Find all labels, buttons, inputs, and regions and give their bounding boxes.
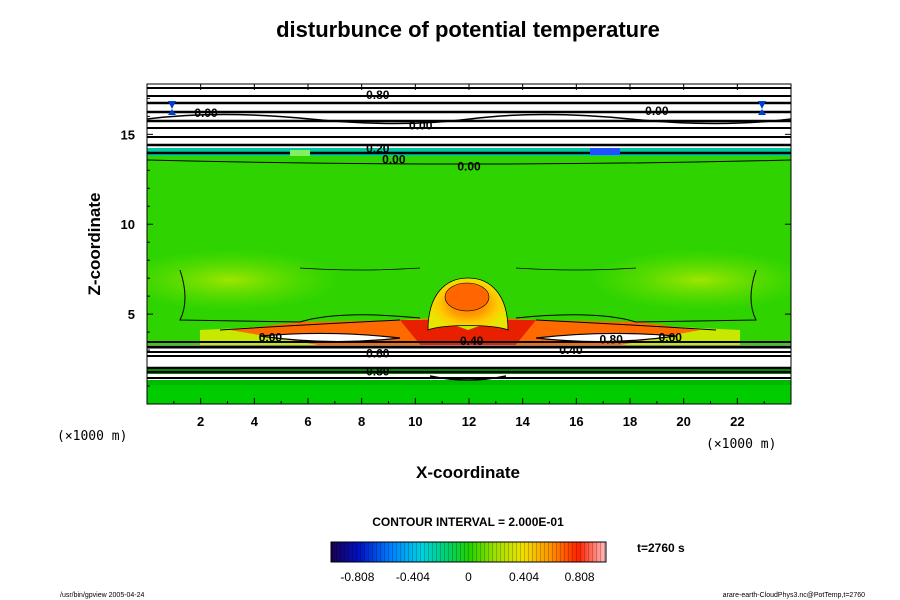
contour-label: 0.40 (460, 334, 484, 348)
colorbar-tick-label: 0.808 (565, 570, 595, 584)
y-tick-label: 10 (121, 217, 135, 232)
y-tick-label: 15 (121, 127, 135, 142)
contour-label: 0.00 (382, 153, 406, 167)
x-tick-label: 8 (358, 414, 365, 429)
x-tick-label: 16 (569, 414, 583, 429)
contour-label: 0.40 (559, 343, 583, 357)
chart-title: disturbunce of potential temperature (276, 17, 660, 42)
x-unit-right: (×1000 m) (706, 437, 776, 452)
contour-label: 0.80 (366, 365, 390, 379)
x-axis-label: X-coordinate (416, 463, 520, 482)
warm-region-right (590, 250, 791, 310)
x-axis-ticks: 2 4 6 8 10 12 14 16 18 20 22 (173, 84, 765, 429)
warm-region-left (147, 250, 340, 310)
x-unit-left: (×1000 m) (57, 429, 127, 444)
y-tick-label: 5 (128, 307, 135, 322)
contour-label: 0.20 (366, 142, 390, 156)
x-tick-label: 12 (462, 414, 476, 429)
colorbar-tick-label: -0.808 (340, 570, 374, 584)
contour-label: 0.00 (457, 160, 481, 174)
warm-bubble-core (444, 282, 490, 312)
footer-right: arare-earth-CloudPhys3.nc@PotTemp,t=2760 (723, 592, 865, 599)
colorbar-frame (330, 541, 607, 563)
upper-white-bands (147, 84, 791, 150)
colorbar-tick-label: 0.404 (509, 570, 539, 584)
time-label: t=2760 s (637, 541, 685, 555)
y-axis-ticks: 5 10 15 (121, 97, 791, 387)
colorbar-tick-label: -0.404 (396, 570, 430, 584)
contour-label: 0.80 (600, 332, 624, 346)
contour-label: 0.00 (259, 330, 283, 344)
contour-label: 0.00 (194, 106, 218, 120)
colorbar-bins (331, 542, 606, 562)
plot-area (147, 84, 791, 404)
contour-label: 0.00 (659, 330, 683, 344)
contour-label: 0.00 (409, 118, 433, 132)
x-tick-label: 14 (515, 414, 530, 429)
contour-interval: CONTOUR INTERVAL = 2.000E-01 (372, 515, 564, 529)
contour-label: 0.60 (366, 347, 390, 361)
white-lens-right (535, 332, 677, 343)
x-tick-label: 10 (408, 414, 422, 429)
contour-label: 0.00 (645, 104, 669, 118)
contour-labels: 0.00 0.00 0.40 0.00 0.80 0.00 0.40 0.60 0.80 0.20… (194, 88, 682, 379)
y-axis-label: Z-coordinate (85, 193, 104, 296)
x-tick-label: 6 (304, 414, 311, 429)
x-tick-label: 18 (623, 414, 637, 429)
white-lens-left (259, 332, 401, 343)
x-tick-label: 22 (730, 414, 744, 429)
colorbar-tick-label: 0 (465, 570, 472, 584)
contour-label: 0.80 (366, 88, 390, 102)
x-tick-label: 20 (676, 414, 690, 429)
footer-left: /usr/bin/gpview 2005-04-24 (60, 592, 145, 599)
x-tick-label: 4 (251, 414, 259, 429)
x-tick-label: 2 (197, 414, 204, 429)
colorbar-ticks: -0.808 -0.404 0 0.404 0.808 (340, 570, 595, 584)
